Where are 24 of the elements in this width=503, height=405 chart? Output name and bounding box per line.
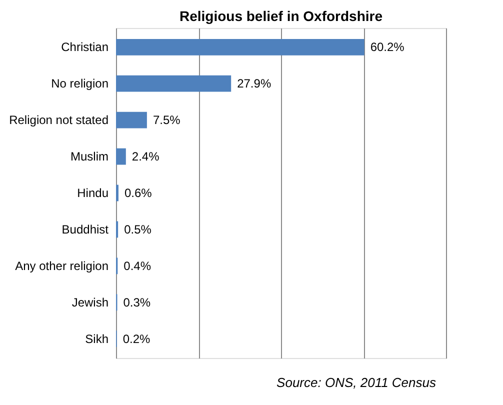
chart-title: Religious belief in Oxfordshire [179,8,383,24]
y-tick-label: Muslim [70,150,108,164]
bar [116,75,232,92]
bar [116,148,126,165]
data-label: 7.5% [152,113,181,128]
data-label: 0.4% [124,258,152,273]
y-tick-label: Jewish [72,295,108,310]
bar [116,38,364,56]
y-tick-label: No religion [51,76,108,91]
bar [116,112,147,128]
y-tick-label: Religion not stated [9,113,108,128]
data-label: 0.6% [124,186,152,200]
y-tick-label: Hindu [77,186,108,200]
data-label: 0.5% [124,222,152,236]
data-label: 60.2% [370,40,405,54]
data-label: 0.2% [122,332,151,346]
y-tick-label: Any other religion [15,258,108,273]
data-label: 27.9% [237,76,272,91]
source-note: Source: ONS, 2011 Census [276,375,436,390]
data-label: 2.4% [132,150,160,164]
y-tick-label: Buddhist [62,222,110,236]
data-label: 0.3% [123,295,151,310]
y-tick-label: Christian [61,40,108,54]
y-tick-label: Sikh [85,332,108,346]
